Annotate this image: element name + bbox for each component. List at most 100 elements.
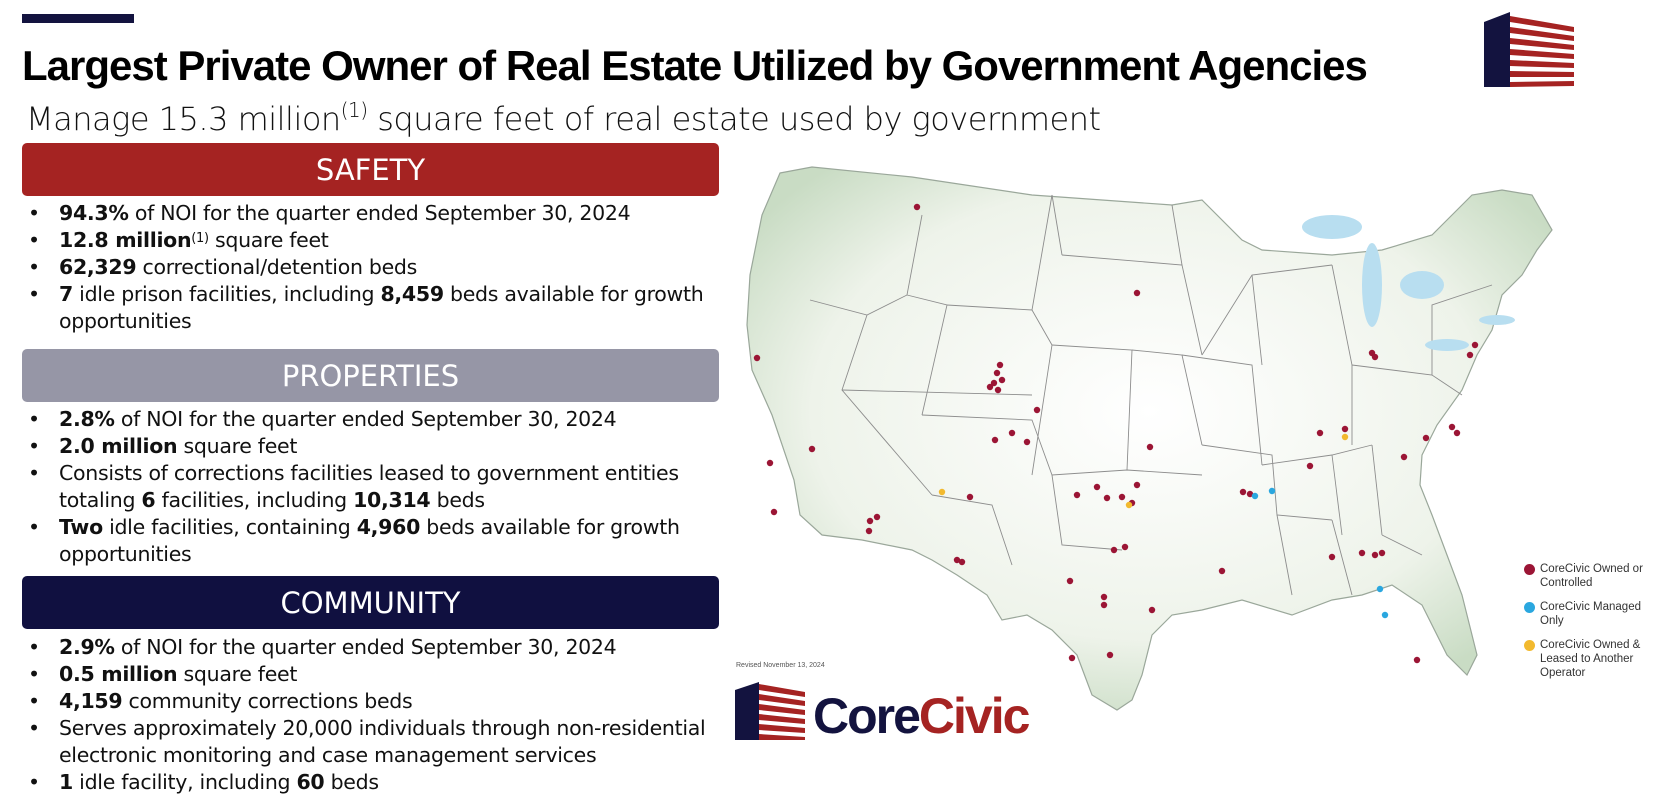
bullet-item: 2.0 million square feet	[22, 433, 722, 460]
bullet-item: 2.9% of NOI for the quarter ended Septem…	[22, 634, 722, 661]
legend-dot-icon	[1524, 602, 1535, 613]
legend-dot-icon	[1524, 564, 1535, 575]
facility-dot	[1008, 429, 1016, 437]
facility-dot	[1341, 433, 1349, 441]
corecivic-wordmark: CoreCivic	[735, 682, 1032, 742]
bullet-highlight: 2.0 million	[59, 434, 178, 458]
facility-dot	[1316, 429, 1324, 437]
facility-dot	[998, 376, 1006, 384]
facility-dot	[1103, 494, 1111, 502]
facility-dot	[1466, 351, 1474, 359]
facility-dot	[1239, 488, 1247, 496]
legend-dot-icon	[1524, 640, 1535, 651]
facility-dot	[1413, 656, 1421, 664]
bullet-highlight: 2.8%	[59, 407, 115, 431]
facility-dot	[753, 354, 761, 362]
facility-dot	[1251, 492, 1259, 500]
bullet-item: 7 idle prison facilities, including 8,45…	[22, 281, 722, 335]
facility-dot	[865, 527, 873, 535]
footnote-marker: (1)	[340, 98, 368, 122]
facility-dot	[1100, 593, 1108, 601]
facility-dot	[1376, 585, 1384, 593]
page-title: Largest Private Owner of Real Estate Uti…	[22, 42, 1368, 89]
facility-dot	[966, 493, 974, 501]
accent-bar	[22, 14, 134, 23]
facility-dot	[991, 436, 999, 444]
facility-dot	[1471, 341, 1479, 349]
facility-dot	[1246, 490, 1254, 498]
subtitle-text-end: square feet of real estate used by gover…	[367, 100, 1101, 138]
facility-dot	[1110, 546, 1118, 554]
facility-dot	[993, 369, 1001, 377]
wordmark-core: Core	[813, 688, 920, 742]
legend-label: CoreCivic Managed Only	[1540, 601, 1641, 627]
facility-dot	[1121, 543, 1129, 551]
facility-dot	[913, 203, 921, 211]
community-bullets: 2.9% of NOI for the quarter ended Septem…	[22, 634, 722, 796]
facility-dot	[1328, 553, 1336, 561]
svg-text:CoreCivic: CoreCivic	[813, 688, 1030, 742]
facility-dot	[1133, 481, 1141, 489]
facility-dot	[1378, 549, 1386, 557]
legend-label: CoreCivic Owned & Leased to Another Oper…	[1540, 639, 1641, 679]
facility-dot	[1133, 289, 1141, 297]
page-subtitle: Manage 15.3 million(1) square feet of re…	[26, 98, 1101, 138]
facility-dot	[996, 361, 1004, 369]
legend-item-owned: CoreCivic Owned or Controlled	[1522, 562, 1655, 590]
bullet-text: facilities, including	[155, 488, 354, 512]
facility-dot	[1400, 453, 1408, 461]
bullet-highlight: 2.9%	[59, 635, 115, 659]
bullet-highlight: 4,960	[356, 515, 421, 539]
bullet-item: Serves approximately 20,000 individuals …	[22, 715, 722, 769]
us-landmass	[746, 166, 1553, 711]
facility-dot	[1093, 483, 1101, 491]
bullet-text: Consists of corrections facilities lease…	[59, 461, 679, 512]
great-lakes	[1302, 215, 1515, 351]
bullet-item: 62,329 correctional/detention beds	[22, 254, 722, 281]
bullet-text: of NOI for the quarter ended September 3…	[114, 635, 617, 659]
facility-dot	[1106, 651, 1114, 659]
corecivic-logo-icon	[1484, 12, 1574, 87]
bullet-highlight: 62,329	[59, 255, 137, 279]
bullet-text: community corrections beds	[122, 689, 413, 713]
bullet-text: Serves approximately 20,000 individuals …	[59, 716, 706, 767]
bullet-text: beds	[324, 770, 379, 794]
bullet-item: 2.8% of NOI for the quarter ended Septem…	[22, 406, 722, 433]
bullet-highlight: 4,159	[59, 689, 123, 713]
bullet-item: 94.3% of NOI for the quarter ended Septe…	[22, 200, 722, 227]
bullet-highlight: 8,459	[380, 282, 444, 306]
bullet-text: square feet	[177, 662, 298, 686]
facility-dot	[990, 379, 998, 387]
bullet-item: Consists of corrections facilities lease…	[22, 460, 722, 514]
legend-label: CoreCivic Owned or Controlled	[1540, 563, 1643, 589]
facility-dot	[1100, 601, 1108, 609]
safety-header: SAFETY	[22, 143, 719, 196]
facility-dot	[1146, 443, 1154, 451]
subtitle-text: Manage 15.3 million	[26, 100, 341, 138]
facility-dot	[808, 445, 816, 453]
facility-dot	[1073, 491, 1081, 499]
facility-dot	[986, 383, 994, 391]
community-header: COMMUNITY	[22, 576, 719, 629]
bullet-text: square feet	[208, 228, 329, 252]
facility-dot	[866, 517, 874, 525]
bullet-highlight: Two	[59, 515, 103, 539]
bullet-item: Two idle facilities, containing 4,960 be…	[22, 514, 722, 568]
facility-dot	[1371, 353, 1379, 361]
facility-dot	[994, 386, 1002, 394]
facility-dot	[958, 558, 966, 566]
bullet-text: of NOI for the quarter ended September 3…	[128, 201, 631, 225]
facility-dot	[1033, 406, 1041, 414]
bullet-highlight: 7	[59, 282, 73, 306]
facility-dot	[1066, 577, 1074, 585]
properties-bullets: 2.8% of NOI for the quarter ended Septem…	[22, 406, 722, 568]
facility-dot	[1371, 551, 1379, 559]
properties-header: PROPERTIES	[22, 349, 719, 402]
bullet-item: 1 idle facility, including 60 beds	[22, 769, 722, 796]
safety-bullets: 94.3% of NOI for the quarter ended Septe…	[22, 200, 722, 335]
facility-dot	[938, 488, 946, 496]
bullet-highlight: 0.5 million	[59, 662, 178, 686]
bullet-item: 0.5 million square feet	[22, 661, 722, 688]
facility-dot	[1118, 493, 1126, 501]
facility-dot	[1306, 462, 1314, 470]
